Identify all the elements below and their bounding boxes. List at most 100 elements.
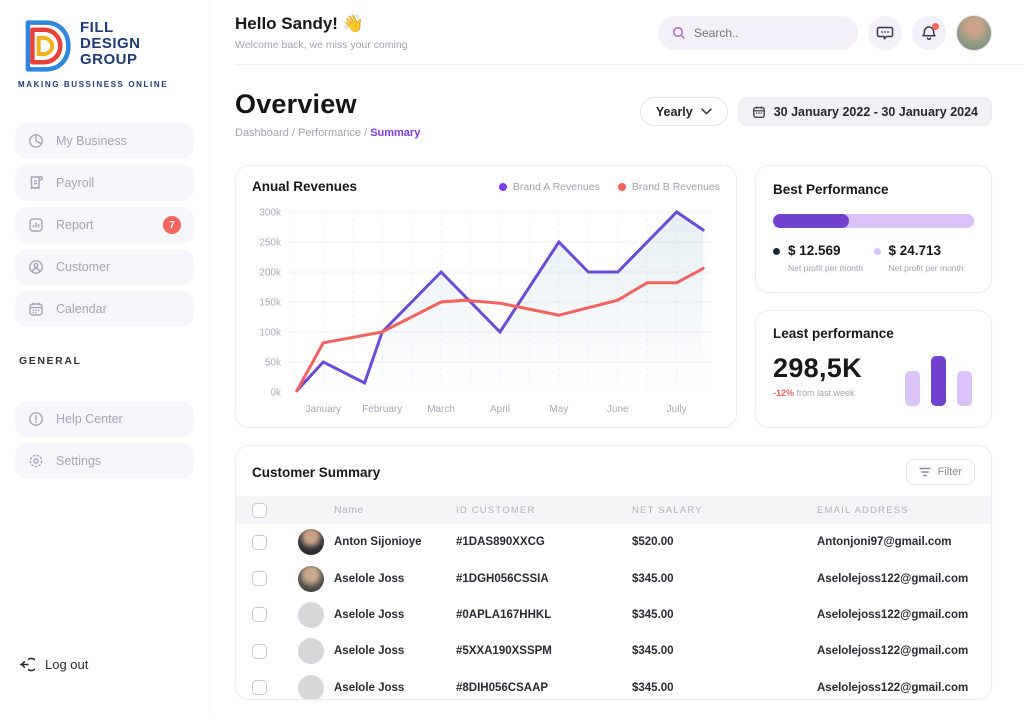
svg-text:May: May bbox=[549, 404, 568, 415]
sidebar-item-my-business[interactable]: My Business bbox=[15, 123, 194, 159]
customer-name: Aselole Joss bbox=[334, 572, 405, 585]
logout-label: Log out bbox=[45, 657, 89, 672]
least-performance-card: Least performance 298,5K -12% from last … bbox=[755, 310, 992, 428]
search-bar[interactable] bbox=[658, 15, 858, 50]
annual-revenues-card: Anual Revenues Brand A Revenues Brand B … bbox=[235, 165, 737, 428]
sidebar-general-nav: Help Center Settings bbox=[15, 401, 194, 479]
best-performance-title: Best Performance bbox=[773, 182, 889, 197]
breadcrumb-separator: / bbox=[364, 127, 368, 139]
breadcrumb-summary[interactable]: Summary bbox=[370, 127, 421, 139]
legend-dot-brand-a bbox=[498, 182, 507, 191]
sidebar-item-label: Payroll bbox=[56, 176, 95, 190]
filter-icon bbox=[918, 467, 931, 477]
mini-bar-chart bbox=[905, 326, 974, 412]
stat-brand-a: $ 12.569 Net profit per month bbox=[773, 243, 874, 273]
breadcrumb: Dashboard / Performance / Summary bbox=[235, 127, 420, 139]
customer-avatar bbox=[298, 638, 324, 665]
select-all-checkbox[interactable] bbox=[252, 502, 267, 518]
customer-name: Anton Sijonioye bbox=[334, 536, 422, 549]
revenue-line-chart: 0k 50k 100k 150k 200k 250k 300k January February… bbox=[252, 200, 720, 426]
row-checkbox[interactable] bbox=[252, 571, 267, 587]
customer-salary: $345.00 bbox=[632, 572, 674, 585]
receipt-icon bbox=[28, 175, 44, 191]
stat-value: $ 24.713 bbox=[888, 243, 942, 258]
chart-title: Anual Revenues bbox=[252, 179, 358, 194]
stat-dot bbox=[873, 248, 881, 255]
legend-dot-brand-b bbox=[617, 182, 626, 191]
svg-text:200k: 200k bbox=[259, 268, 282, 279]
sidebar-item-payroll[interactable]: Payroll bbox=[15, 165, 194, 201]
chat-icon bbox=[876, 26, 894, 40]
topbar: Hello Sandy! 👋 Welcome back, we miss you… bbox=[210, 0, 1024, 51]
customer-id: #0APLA167HHKL bbox=[456, 608, 552, 621]
logout-icon bbox=[18, 656, 35, 673]
messages-button[interactable] bbox=[868, 15, 902, 50]
customer-id: #8DIH056CSAAP bbox=[456, 681, 549, 694]
customer-salary: $345.00 bbox=[632, 645, 674, 658]
customer-email: Aselolejoss122@gmail.com bbox=[817, 645, 969, 658]
period-dropdown[interactable]: Yearly bbox=[639, 97, 728, 126]
sidebar-item-label: Help Center bbox=[56, 412, 123, 426]
sidebar-item-help-center[interactable]: Help Center bbox=[15, 401, 194, 437]
legend-brand-a: Brand A Revenues bbox=[498, 181, 600, 193]
date-range-label: 30 January 2022 - 30 January 2024 bbox=[773, 104, 978, 119]
row-checkbox[interactable] bbox=[252, 643, 267, 659]
table-row: Aselole Joss #8DIH056CSAAP $345.00 Aselolej… bbox=[236, 670, 991, 699]
bar-chart-icon bbox=[28, 217, 44, 233]
svg-text:100k: 100k bbox=[259, 328, 282, 339]
calendar-icon bbox=[752, 105, 766, 119]
stat-brand-b: $ 24.713 Net profit per month bbox=[873, 243, 975, 273]
sidebar-section-general: GENERAL bbox=[19, 355, 82, 367]
row-checkbox[interactable] bbox=[252, 534, 267, 550]
svg-text:250k: 250k bbox=[259, 238, 282, 249]
svg-text:February: February bbox=[362, 404, 402, 415]
period-label: Yearly bbox=[655, 104, 693, 119]
greeting-subtitle: Welcome back, we miss your coming bbox=[235, 39, 408, 51]
gear-icon bbox=[28, 453, 44, 469]
notifications-button[interactable] bbox=[912, 15, 946, 50]
greeting-block: Hello Sandy! 👋 Welcome back, we miss you… bbox=[235, 14, 408, 51]
customer-name: Aselole Joss bbox=[334, 608, 405, 621]
svg-text:January: January bbox=[306, 404, 342, 415]
sidebar-item-customer[interactable]: Customer bbox=[15, 249, 194, 285]
breadcrumb-separator: / bbox=[291, 127, 295, 139]
legend-brand-b: Brand B Revenues bbox=[617, 181, 720, 193]
breadcrumb-dashboard[interactable]: Dashboard bbox=[235, 127, 289, 139]
sidebar-item-report[interactable]: Report 7 bbox=[15, 207, 194, 243]
customer-summary-title: Customer Summary bbox=[252, 464, 381, 480]
svg-text:0k: 0k bbox=[270, 388, 282, 399]
row-checkbox[interactable] bbox=[252, 680, 267, 696]
bell-icon bbox=[922, 25, 936, 37]
search-input[interactable] bbox=[694, 25, 834, 40]
sidebar-item-label: Customer bbox=[56, 260, 111, 274]
column-header-email: EMAIL ADDRESS bbox=[817, 504, 909, 516]
user-avatar[interactable] bbox=[956, 14, 992, 51]
logout-button[interactable]: Log out bbox=[18, 656, 88, 673]
performance-progress-bar bbox=[773, 214, 974, 228]
report-badge: 7 bbox=[163, 216, 181, 234]
sidebar-item-settings[interactable]: Settings bbox=[15, 443, 194, 479]
sidebar-item-calendar[interactable]: Calendar bbox=[15, 291, 194, 327]
date-range-button[interactable]: 30 January 2022 - 30 January 2024 bbox=[737, 97, 992, 126]
brand-tagline: MAKING BUSSINESS ONLINE bbox=[18, 80, 169, 89]
row-checkbox[interactable] bbox=[252, 607, 267, 623]
page-header: Overview Dashboard / Performance / Summa… bbox=[210, 65, 1024, 139]
stat-value: $ 12.569 bbox=[788, 243, 841, 258]
customer-salary: $345.00 bbox=[632, 681, 674, 694]
customer-name: Aselole Joss bbox=[334, 645, 405, 658]
header-divider bbox=[235, 64, 1024, 65]
page-title: Overview bbox=[235, 89, 357, 119]
filter-button[interactable]: Filter bbox=[905, 459, 975, 485]
breadcrumb-performance[interactable]: Performance bbox=[298, 127, 361, 139]
mini-bar bbox=[905, 371, 920, 406]
performance-progress-fill bbox=[773, 214, 850, 228]
sidebar: FILL DESIGN GROUP MAKING BUSSINESS ONLIN… bbox=[0, 0, 210, 717]
customer-salary: $345.00 bbox=[632, 608, 674, 621]
help-icon bbox=[28, 411, 44, 427]
sidebar-item-label: My Business bbox=[56, 134, 127, 148]
least-performance-title: Least performance bbox=[773, 326, 894, 341]
customer-avatar bbox=[298, 529, 324, 556]
kpi-column: Best Performance $ 12.569 Net profit per… bbox=[755, 165, 992, 428]
search-icon bbox=[672, 26, 686, 40]
notification-dot bbox=[932, 22, 939, 30]
